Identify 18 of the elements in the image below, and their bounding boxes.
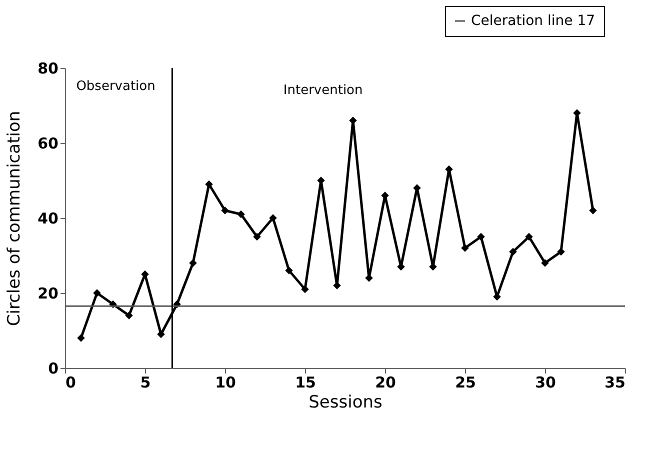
annotation: Observation bbox=[76, 79, 156, 94]
x-tick-label: 20 bbox=[375, 374, 396, 392]
x-tick-label: 0 bbox=[66, 374, 76, 392]
x-tick-label: 10 bbox=[215, 374, 236, 392]
x-tick-label: 25 bbox=[455, 374, 476, 392]
y-tick-label: 0 bbox=[48, 360, 58, 378]
x-axis-title: Sessions bbox=[308, 392, 382, 412]
legend-label: Celeration line 17 bbox=[471, 13, 596, 29]
annotation: Intervention bbox=[283, 83, 363, 98]
y-tick-label: 60 bbox=[38, 134, 58, 152]
y-tick-label: 40 bbox=[38, 210, 58, 228]
y-tick-label: 80 bbox=[38, 60, 58, 78]
x-tick-label: 35 bbox=[604, 374, 626, 392]
y-tick-label: 20 bbox=[38, 284, 58, 302]
x-tick-label: 15 bbox=[295, 374, 316, 392]
x-tick-label: 5 bbox=[140, 374, 151, 392]
x-tick-label: 30 bbox=[535, 374, 556, 392]
y-axis-title: Circles of communication bbox=[4, 110, 25, 326]
